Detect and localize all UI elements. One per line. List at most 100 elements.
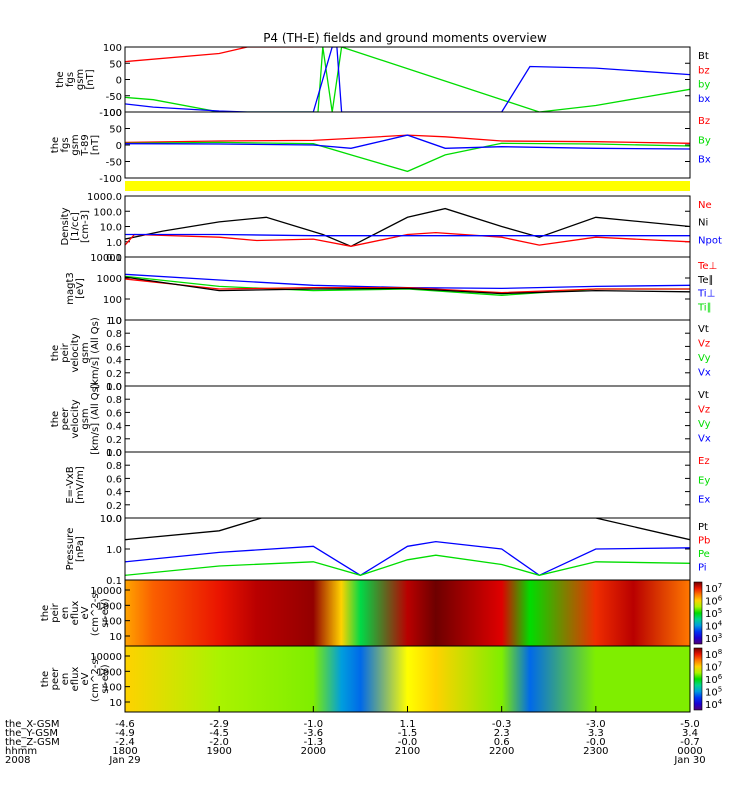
y-axis-label: velocity	[70, 399, 81, 438]
x-row-label: the_X-GSM	[5, 719, 59, 730]
legend-entry: Ey	[698, 475, 710, 486]
legend-entry: Te∥	[697, 275, 714, 286]
legend-entry: bx	[698, 94, 710, 105]
series-by	[125, 47, 690, 112]
y-axis-label: [cm-3]	[80, 210, 91, 243]
y-tick-label: 1.0	[106, 545, 122, 556]
y-tick-label: 0	[116, 141, 122, 152]
y-axis-label: gsm	[70, 134, 81, 155]
x-row-value: -4.5	[209, 728, 229, 739]
y-axis-label: (cm^2-s-	[90, 589, 101, 636]
legend-entry: Pe	[698, 549, 710, 560]
legend-entry: Vx	[698, 434, 711, 445]
colorbar-tick-label: 107	[705, 661, 722, 674]
y-axis-label: en	[60, 607, 71, 620]
x-row-label: the_Y-GSM	[5, 728, 58, 739]
legend-entry: Pi	[698, 563, 707, 574]
x-row-value: -4.6	[115, 719, 135, 730]
y-tick-label: 0.0	[106, 514, 122, 525]
x-row-value: -2.4	[115, 737, 135, 748]
x-axis-table: the_X-GSM -4.6 -2.9 -1.0 1.1 -0.3 -3.0 -5.0 the_…	[5, 706, 706, 766]
colorbar-tick-label: 105	[705, 686, 722, 699]
legend-entry: Ez	[698, 456, 710, 467]
series-Ni	[125, 207, 690, 248]
y-axis-label: fgs	[65, 72, 76, 87]
y-tick-label: 0.8	[106, 395, 122, 406]
yellow-flag-bar	[125, 181, 690, 191]
panel-3: 1000.0 100.0 10.0 1.0 0.1 Density [1/cc] [cm-3]…	[60, 192, 722, 264]
y-tick-label: 0.4	[106, 422, 122, 433]
y-tick-label: 0.2	[106, 435, 122, 446]
y-axis-label: the	[40, 605, 51, 621]
x-row-value: -4.9	[115, 728, 135, 739]
y-axis-label: [eV]	[75, 278, 86, 299]
y-axis-label: fgs	[60, 137, 71, 152]
x-row-value: -1.0	[304, 719, 324, 730]
x-row-value: -1.3	[304, 737, 324, 748]
legend-entry: Ni	[698, 218, 708, 229]
x-row-label: 2008	[5, 755, 30, 766]
series-Pt	[125, 518, 690, 541]
panel-2: 100 50 0 -50 -100 the fgs gsm T-89 [nT] Bz By Bx	[50, 108, 711, 185]
panel-frame	[124, 319, 691, 387]
legend-entry: Vt	[698, 390, 709, 401]
y-tick-label: 0.6	[106, 474, 122, 485]
y-axis-label: peer	[60, 407, 71, 431]
y-axis-label: the	[50, 345, 61, 361]
y-tick-label: 1000	[97, 601, 122, 612]
series-Npot	[125, 233, 690, 237]
y-tick-label: 10.0	[100, 223, 122, 234]
y-tick-label: 1.0	[106, 448, 122, 459]
series-Pe	[125, 554, 690, 576]
y-axis-label: the	[50, 411, 61, 427]
y-tick-label: 0.6	[106, 342, 122, 353]
series-By	[125, 141, 690, 173]
panel-frame	[124, 451, 691, 519]
y-tick-label: 1.0	[106, 238, 122, 249]
legend-entry: Vy	[698, 419, 711, 430]
panel-1: 100 50 0 -50 -100 the fgs gsm [nT] Bt bz by bx	[55, 43, 710, 119]
series-Ne	[125, 231, 690, 247]
x-row-value: -0.0	[586, 737, 606, 748]
y-tick-label: 1000	[97, 667, 122, 678]
legend-entry: Vy	[698, 353, 711, 364]
y-axis-label: (cm^2-s-	[90, 655, 101, 702]
colorbar-tick-label: 108	[705, 648, 722, 661]
series-Pi	[125, 540, 690, 577]
x-row-value: -1.5	[398, 728, 418, 739]
panel-4: 10000 1000 100 10 magt3 [eV] Te⊥ Te∥ Ti⊥ Ti∥	[65, 253, 717, 327]
heatmap-field	[125, 646, 690, 712]
legend-entry: Pb	[698, 536, 710, 547]
colorbar-tick-exponent: 3	[718, 632, 722, 640]
y-tick-label: 0.2	[106, 369, 122, 380]
y-tick-label: 0.2	[106, 501, 122, 512]
x-row-value: 0000	[677, 746, 702, 757]
y-axis-label: eV	[80, 672, 91, 685]
panel-5: 1.0 0.8 0.6 0.4 0.2 0.0 the peir velocity gsm [km/…	[50, 316, 711, 393]
y-tick-label: 10	[109, 698, 122, 709]
y-tick-label: 0.8	[106, 329, 122, 340]
x-row-value: 2300	[583, 746, 608, 757]
legend-entry: Npot	[698, 235, 722, 246]
colorbar-tick-label: 103	[705, 632, 722, 645]
x-row-label: hhmm	[5, 746, 37, 757]
y-axis-label: peer	[50, 667, 61, 691]
y-axis-label: peir	[60, 342, 71, 362]
y-axis-label: T-89	[80, 134, 91, 157]
x-row-value: -0.0	[398, 737, 418, 748]
y-tick-label: 10.0	[100, 514, 122, 525]
y-tick-label: 100.0	[93, 207, 122, 218]
x-row-value: 3.3	[588, 728, 604, 739]
y-tick-label: 0.8	[106, 461, 122, 472]
legend-entry: Bt	[698, 51, 709, 62]
colorbar	[693, 647, 703, 711]
colorbar-tick-exponent: 7	[718, 582, 722, 590]
y-axis-label: gsm	[75, 69, 86, 90]
y-tick-label: 0	[116, 76, 122, 87]
panel-frame	[124, 111, 691, 179]
y-tick-label: -50	[106, 158, 122, 169]
colorbar-tick-exponent: 4	[718, 620, 723, 628]
x-row-value: 1.1	[400, 719, 416, 730]
panel-6: 1.0 0.8 0.6 0.4 0.2 0.0 the peer velocity gsm [km/…	[50, 382, 711, 459]
x-row-value: -3.6	[304, 728, 324, 739]
